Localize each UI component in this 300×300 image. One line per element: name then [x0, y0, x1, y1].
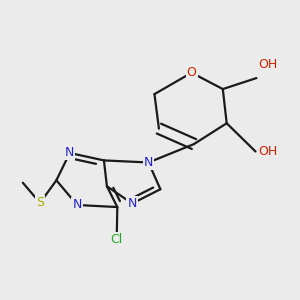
- Text: N: N: [73, 199, 82, 212]
- Text: S: S: [36, 196, 44, 209]
- Text: N: N: [128, 197, 137, 210]
- Text: N: N: [65, 146, 74, 160]
- Text: OH: OH: [258, 58, 277, 70]
- Text: O: O: [187, 66, 196, 79]
- Text: OH: OH: [258, 145, 277, 158]
- Text: Cl: Cl: [111, 233, 123, 246]
- Text: N: N: [144, 156, 153, 169]
